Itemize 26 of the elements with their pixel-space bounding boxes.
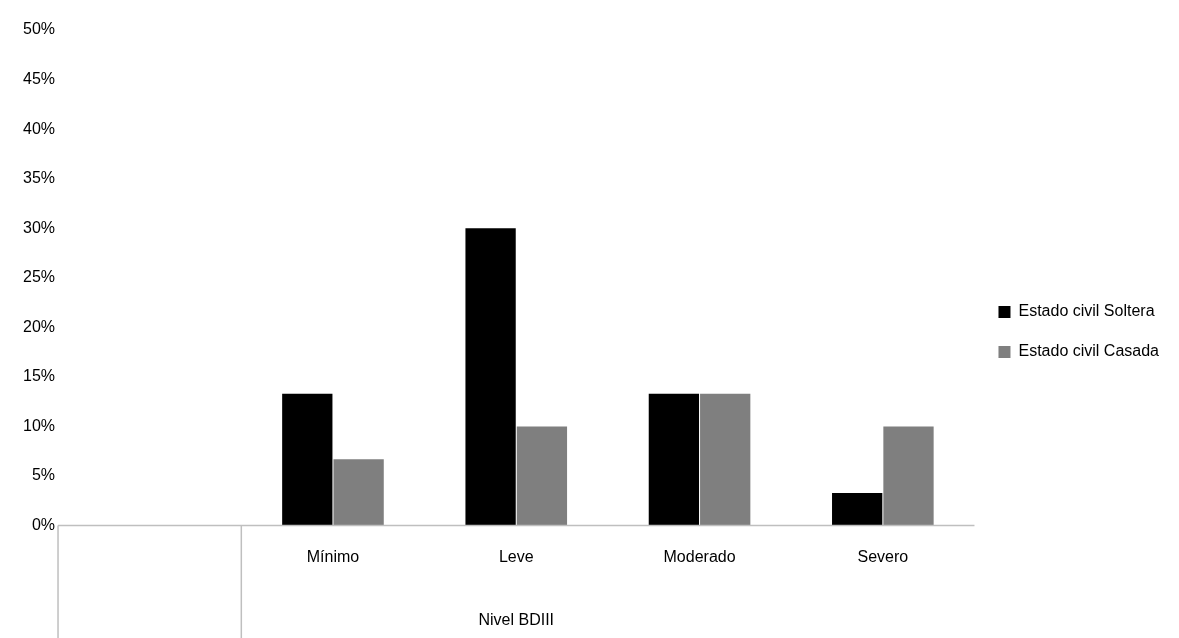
bar — [700, 393, 751, 526]
bar — [333, 459, 384, 526]
bar — [883, 426, 934, 526]
bar — [648, 393, 700, 526]
y-tick-label: 45% — [22, 69, 56, 87]
bar — [465, 228, 516, 526]
bar — [516, 426, 568, 526]
y-tick-label: 10% — [22, 416, 56, 434]
x-tick-label: Leve — [498, 547, 534, 565]
y-tick-label: 50% — [22, 20, 56, 38]
x-tick-label: Mínimo — [306, 547, 360, 565]
y-tick-label: 35% — [22, 169, 56, 187]
bar — [832, 492, 883, 526]
legend-label: Estado civil Soltera — [1018, 302, 1155, 320]
y-tick-label: 15% — [22, 367, 56, 385]
y-tick-label: 40% — [22, 119, 56, 137]
y-tick-label: 20% — [22, 317, 56, 335]
y-tick-label: 5% — [31, 466, 56, 484]
x-tick-label: Moderado — [663, 547, 736, 565]
y-tick-label: 30% — [22, 218, 56, 236]
x-tick-label: Severo — [857, 547, 909, 565]
y-tick-label: 0% — [31, 516, 56, 534]
legend-label: Estado civil Casada — [1018, 342, 1160, 360]
x-axis-title: Nivel BDIII — [478, 610, 555, 628]
bar — [282, 393, 333, 526]
y-tick-label: 25% — [22, 268, 56, 286]
